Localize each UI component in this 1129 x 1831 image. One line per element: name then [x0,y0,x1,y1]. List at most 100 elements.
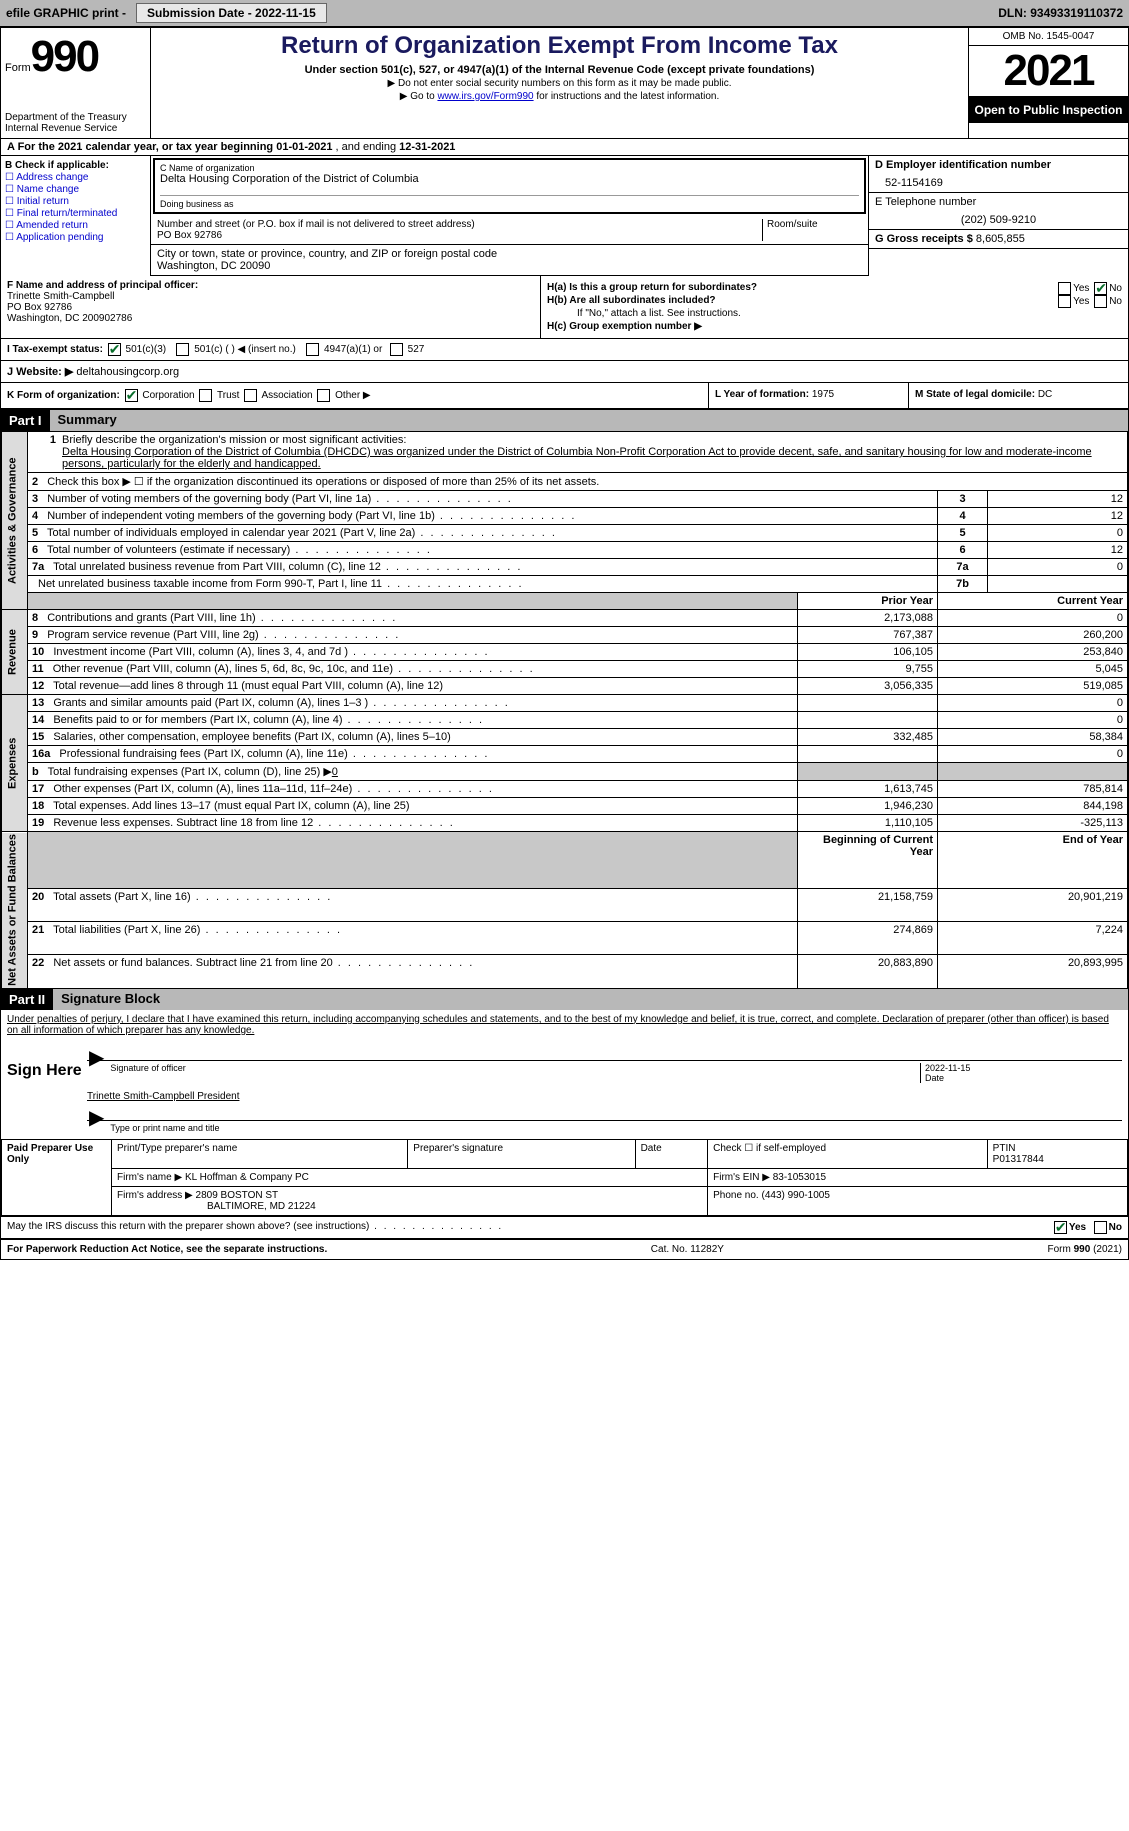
pra-notice: For Paperwork Reduction Act Notice, see … [7,1244,327,1255]
header-right-block: OMB No. 1545-0047 2021 Open to Public In… [968,28,1128,138]
ein-value: 52-1154169 [875,177,1122,189]
status-label: I Tax-exempt status: [7,344,103,355]
ein-label: D Employer identification number [875,159,1122,171]
hb-label: H(b) Are all subordinates included? [547,295,716,306]
officer-name: Trinette Smith-Campbell [7,291,114,302]
gross-block: G Gross receipts $ 8,605,855 [869,230,1128,249]
prep-name-label: Print/Type preparer's name [112,1139,408,1168]
b22: 20,883,890 [798,955,938,988]
irs-link[interactable]: www.irs.gov/Form990 [437,91,533,102]
ha-no[interactable] [1094,282,1107,295]
discuss-yes[interactable] [1054,1221,1067,1234]
website-label: J Website: ▶ [7,366,73,378]
c12: 519,085 [938,678,1128,695]
e21: 7,224 [938,922,1128,955]
phone-block: E Telephone number (202) 509-9210 [869,193,1128,230]
l16b-val: 0 [332,766,338,778]
firm-ein-label: Firm's EIN ▶ [713,1172,770,1183]
part2-header: Part II Signature Block [1,989,1128,1010]
line16b: Total fundraising expenses (Part IX, col… [48,766,332,778]
chk-address-change[interactable]: ☐ Address change [5,172,146,183]
prep-check-label: Check ☐ if self-employed [708,1139,988,1168]
note2-post: for instructions and the latest informat… [534,91,720,102]
line16a: Professional fundraising fees (Part IX, … [59,748,489,760]
website-row: J Website: ▶ deltahousingcorp.org [1,361,1128,383]
e22: 20,893,995 [938,955,1128,988]
chk-initial-return[interactable]: ☐ Initial return [5,196,146,207]
phone-label: E Telephone number [875,196,1122,208]
note2-pre: ▶ Go to [400,91,438,102]
e20: 20,901,219 [938,888,1128,921]
chk-pending[interactable]: ☐ Application pending [5,232,146,243]
chk-501c3[interactable] [108,343,121,356]
prep-phone-label: Phone no. [713,1190,759,1201]
discuss-question: May the IRS discuss this return with the… [7,1221,503,1234]
dba-label: Doing business as [160,195,859,209]
officer-addr2: Washington, DC 200902786 [7,313,132,324]
irs-label: Internal Revenue Service [5,123,146,134]
c14: 0 [938,712,1128,729]
city-row: City or town, state or province, country… [151,245,868,276]
c9: 260,200 [938,627,1128,644]
form-note2: ▶ Go to www.irs.gov/Form990 for instruct… [159,91,960,102]
line10: Investment income (Part VIII, column (A)… [53,646,489,658]
hb-yes[interactable] [1058,295,1071,308]
p16a [798,746,938,763]
h-note: If "No," attach a list. See instructions… [547,308,1122,319]
chk-other[interactable] [317,389,330,402]
p14 [798,712,938,729]
side-activities: Activities & Governance [2,432,28,610]
line2: Check this box ▶ ☐ if the organization d… [47,476,599,488]
line22: Net assets or fund balances. Subtract li… [53,957,474,969]
phone-value: (202) 509-9210 [875,214,1122,226]
ha-yes[interactable] [1058,282,1071,295]
chk-corp[interactable] [125,389,138,402]
end-year-hdr: End of Year [938,832,1128,889]
line7a: Total unrelated business revenue from Pa… [53,561,522,573]
side-netassets: Net Assets or Fund Balances [2,832,28,989]
state-domicile: M State of legal domicile: DC [908,383,1128,408]
org-name-label: C Name of organization [160,163,859,173]
chk-final-return[interactable]: ☐ Final return/terminated [5,208,146,219]
footer-row: For Paperwork Reduction Act Notice, see … [1,1238,1128,1259]
gross-value: 8,605,855 [976,233,1025,245]
chk-trust[interactable] [199,389,212,402]
org-name-box: C Name of organization Delta Housing Cor… [153,158,866,214]
k-label: K Form of organization: [7,390,120,401]
preparer-table: Paid Preparer Use Only Print/Type prepar… [1,1139,1128,1216]
p18: 1,946,230 [798,798,938,815]
declaration: Under penalties of perjury, I declare th… [7,1014,1122,1036]
city-label: City or town, state or province, country… [157,248,862,260]
discuss-no[interactable] [1094,1221,1107,1234]
line18: Total expenses. Add lines 13–17 (must eq… [53,800,409,812]
chk-assoc[interactable] [244,389,257,402]
chk-amended[interactable]: ☐ Amended return [5,220,146,231]
chk-name-change[interactable]: ☐ Name change [5,184,146,195]
chk-501c[interactable] [176,343,189,356]
street-label: Number and street (or P.O. box if mail i… [157,219,762,230]
row-a-begin: 01-01-2021 [276,141,332,153]
firm-addr2: BALTIMORE, MD 21224 [117,1201,316,1212]
dln-label: DLN: 93493319110372 [998,6,1123,20]
line14: Benefits paid to or for members (Part IX… [53,714,484,726]
summary-table: Activities & Governance 1 Briefly descri… [1,431,1128,989]
line1-no: 1 [32,434,62,470]
chk-527[interactable] [390,343,403,356]
room-label: Room/suite [767,219,862,230]
part2-title: Signature Block [53,989,1128,1010]
line7b: Net unrelated business taxable income fr… [38,578,524,590]
prep-phone: (443) 990-1005 [762,1190,830,1201]
ptin-label: PTIN [993,1143,1016,1154]
p10: 106,105 [798,644,938,661]
form-title: Return of Organization Exempt From Incom… [159,32,960,60]
hb-no[interactable] [1094,295,1107,308]
current-year-hdr: Current Year [938,593,1128,610]
chk-4947[interactable] [306,343,319,356]
c17: 785,814 [938,781,1128,798]
line5: Total number of individuals employed in … [47,527,557,539]
firm-ein: 83-1053015 [773,1172,826,1183]
line1-label: Briefly describe the organization's miss… [62,434,406,446]
street-row: Number and street (or P.O. box if mail i… [151,216,868,245]
form-org-row: K Form of organization: Corporation Trus… [1,383,708,408]
line12: Total revenue—add lines 8 through 11 (mu… [53,680,443,692]
